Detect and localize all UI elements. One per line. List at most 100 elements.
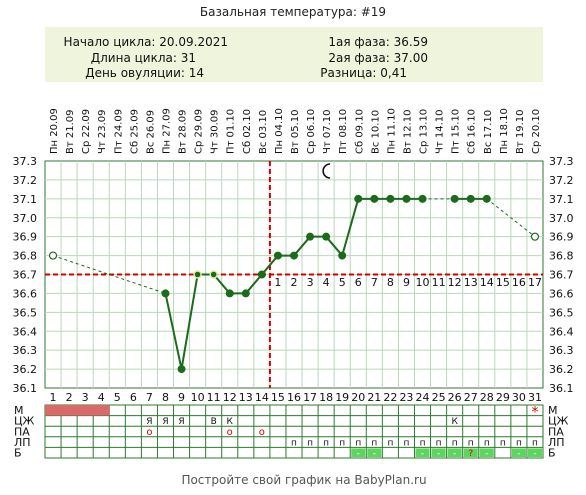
phase2-day-label: 12 [448,276,462,289]
b-badge-question: ? [468,449,473,459]
series-segment [164,293,183,370]
y-tick-left: 36.3 [13,344,38,357]
footer-link[interactable]: Постройте свой график на BabyPlan.ru [181,473,426,487]
x-tick-weekday-date: Сб 25.09 [129,109,140,154]
series-segment [180,274,199,370]
x-tick-weekday-date: Пт 08.10 [338,109,349,154]
phase2-day-label: 13 [464,276,478,289]
y-tick-right: 37.0 [549,212,574,225]
table-row-label-left: ЛП [14,436,31,449]
lp-mark: п [420,438,426,448]
x-tick-weekday-date: Чт 14.10 [435,110,446,155]
data-point [290,251,298,260]
data-point-hollow [530,232,540,241]
x-tick-weekday-date: Вс 10.10 [370,110,381,154]
table-row-label-right: М [548,404,558,417]
lp-mark: п [468,438,474,448]
x-tick-day-number: 17 [303,391,317,404]
b-badge-text: - [517,449,520,459]
x-tick-weekday-date: Сб 02.10 [242,109,253,154]
x-tick-weekday-date: Чт 23.09 [97,110,108,154]
x-axis-weekday-dates: Пн 20.09 Вт 21.09 Ср 22.09 Чт 23.09 Пт 24.09… [49,108,542,154]
chart-title: Базальная температура: #19 [200,5,386,19]
cervical-fluid-mark: Я [146,417,152,427]
x-tick-weekday-date: Пн 11.10 [386,108,397,154]
menstruation-cell [77,405,94,416]
y-tick-left: 36.2 [13,363,38,376]
intercourse-mark: о [259,427,265,438]
b-badge [479,448,494,457]
x-tick-weekday-date: Пн 20.09 [49,108,60,154]
cervical-fluid-mark: В [211,417,217,427]
table-row-label-right: ПА [548,425,564,438]
y-tick-right: 36.1 [549,382,574,395]
x-tick-day-number: 16 [287,391,301,404]
b-badge [431,448,446,457]
series-segment [261,254,279,276]
x-tick-weekday-date: Пт 15.10 [451,109,462,154]
phase2-day-label: 14 [480,276,494,289]
b-badge-text: - [533,449,536,459]
x-tick-day-number: 29 [496,391,510,404]
x-tick-weekday-date: Вс 26.09 [145,110,156,154]
data-point [466,194,475,203]
y-tick-right: 37.1 [549,193,574,206]
series-gap-segment [486,198,536,238]
lp-mark: п [516,438,522,448]
cycle-length: Длина цикла: 31 [91,51,196,65]
y-tick-left: 36.7 [13,269,38,282]
x-tick-weekday-date: Ср 20.10 [531,109,542,154]
phase2-day-label: 17 [528,276,542,289]
x-axis-day-numbers: 1 2 3 4 5 6 7 8 9 10 11 12 13 14 15 16 17 18 19 20 21 22 23 24 2… [50,391,542,404]
data-point [386,194,395,203]
phase1-temp: 1ая фаза: 36.59 [328,35,428,49]
data-point [354,194,363,203]
x-tick-weekday-date: Вс 17.10 [483,110,494,154]
b-badge [367,448,382,457]
x-tick-weekday-date: Вт 28.09 [178,110,189,155]
x-tick-weekday-date: Ср 29.09 [194,109,205,154]
x-tick-day-number: 1 [50,391,57,404]
x-tick-day-number: 28 [480,391,494,404]
y-tick-left: 37.3 [13,155,38,168]
phase2-day-label: 4 [323,276,330,289]
series-segment [325,236,343,257]
data-point [402,194,411,203]
b-badge-text: - [421,449,424,459]
temperature-series [48,194,540,374]
data-point [177,365,186,374]
b-badge-text: - [357,449,360,459]
x-tick-day-number: 3 [82,391,89,404]
x-tick-weekday-date: Чт 30.09 [210,109,221,154]
b-badge [511,448,526,457]
x-tick-day-number: 8 [162,391,169,404]
data-point [306,232,315,241]
y-tick-left: 36.6 [13,287,38,300]
y-tick-left: 37.0 [13,212,38,225]
menstruation-star: * [531,405,538,421]
y-axis-left: 37.3 37.2 37.1 37.0 36.9 36.8 36.7 36.6 36.5 36.4… [13,155,38,395]
lp-mark: п [404,438,410,448]
data-point [322,232,331,241]
lp-mark: п [371,438,377,448]
y-tick-left: 37.1 [13,193,38,206]
x-tick-weekday-date: Вт 12.10 [402,110,413,155]
y-tick-right: 36.3 [549,344,574,357]
lp-mark: п [500,438,506,448]
moon-icon [322,163,331,179]
x-tick-day-number: 25 [432,391,446,404]
lp-mark: п [307,438,313,448]
data-point [193,270,202,279]
y-tick-right: 36.9 [549,231,574,244]
phase2-day-label: 16 [512,276,526,289]
phase2-day-label: 10 [416,276,430,289]
x-tick-day-number: 30 [512,391,526,404]
intercourse-mark: о [146,427,152,438]
lp-mark: п [436,438,442,448]
b-badge [447,448,462,457]
x-tick-weekday-date: Пт 01.10 [226,109,237,154]
data-point [418,194,427,203]
b-badge [527,448,542,457]
